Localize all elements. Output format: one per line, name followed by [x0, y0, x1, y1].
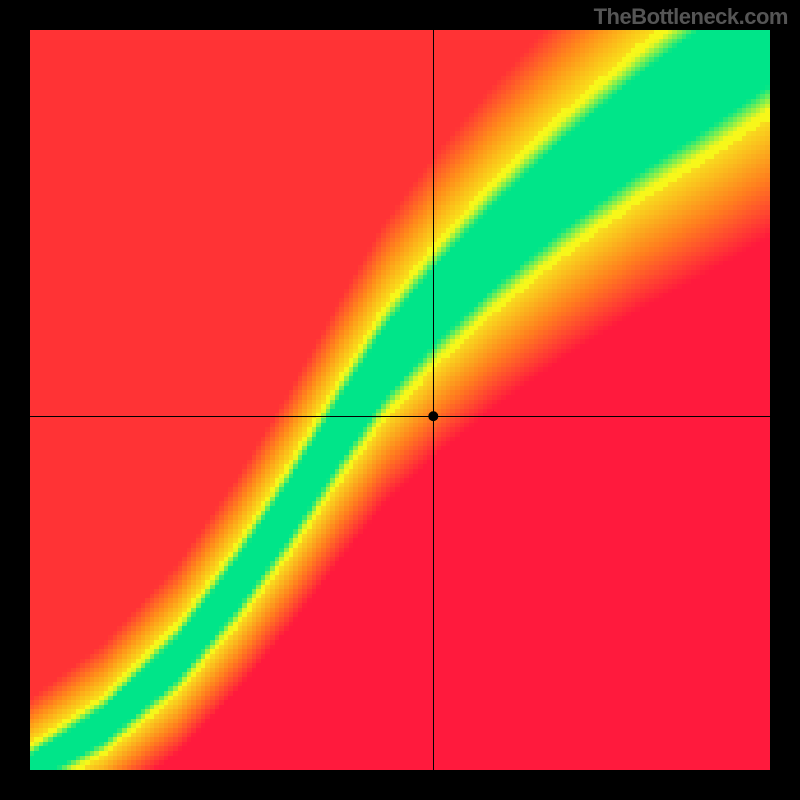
chart-container: TheBottleneck.com: [0, 0, 800, 800]
watermark-text: TheBottleneck.com: [594, 4, 788, 30]
heatmap-canvas: [30, 30, 770, 770]
plot-area: [30, 30, 770, 770]
